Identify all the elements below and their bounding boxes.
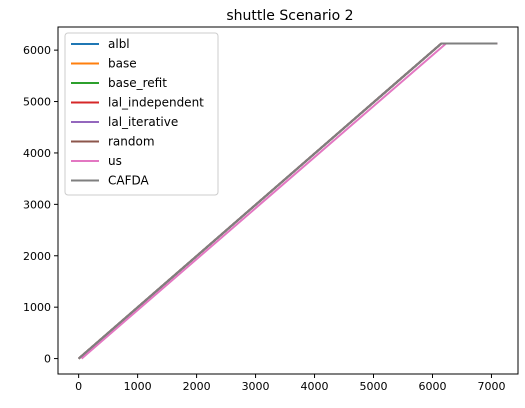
y-tick-label: 5000 — [23, 96, 51, 109]
x-tick-label: 0 — [75, 380, 82, 393]
legend-box — [64, 32, 219, 196]
legend-label: base_refit — [108, 76, 167, 90]
legend-label: lal_independent — [108, 96, 204, 110]
x-tick-label: 2000 — [183, 380, 211, 393]
x-tick-label: 1000 — [124, 380, 152, 393]
legend-label: CAFDA — [108, 174, 150, 188]
x-tick-label: 7000 — [477, 380, 505, 393]
legend: albl base base_refit lal_independent lal_ite… — [64, 32, 219, 196]
y-tick-label: 2000 — [23, 250, 51, 263]
chart-title: shuttle Scenario 2 — [226, 8, 353, 24]
y-tick-label: 6000 — [23, 44, 51, 57]
legend-label: us — [108, 154, 122, 168]
legend-label: random — [108, 135, 155, 149]
x-tick-label: 5000 — [360, 380, 388, 393]
legend-label: base — [108, 57, 137, 71]
series-line-cafda — [77, 42, 498, 360]
plot-frame — [57, 26, 519, 375]
y-tick-label: 4000 — [23, 147, 51, 160]
legend-label: lal_iterative — [108, 115, 178, 129]
y-tick-label: 3000 — [23, 198, 51, 211]
x-tick-label: 3000 — [242, 380, 270, 393]
x-axis: 0 1000 2000 3000 4000 5000 6000 7000 — [75, 374, 505, 393]
y-axis: 0 1000 2000 3000 4000 5000 6000 — [23, 44, 58, 366]
y-tick-label: 1000 — [23, 301, 51, 314]
legend-label: albl — [108, 37, 130, 51]
x-tick-label: 6000 — [418, 380, 446, 393]
y-tick-label: 0 — [44, 353, 51, 366]
series-group — [77, 42, 498, 360]
x-tick-label: 4000 — [301, 380, 329, 393]
